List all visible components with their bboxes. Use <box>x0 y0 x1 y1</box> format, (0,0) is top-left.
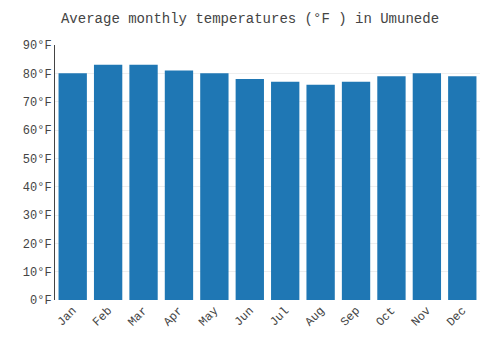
svg-text:May: May <box>196 304 221 329</box>
svg-text:90°F: 90°F <box>23 39 52 53</box>
svg-text:Jun: Jun <box>232 304 257 329</box>
svg-text:Sep: Sep <box>338 304 363 329</box>
svg-text:Nov: Nov <box>409 304 434 329</box>
svg-text:Dec: Dec <box>444 304 469 329</box>
svg-text:Feb: Feb <box>90 304 115 329</box>
svg-text:Aug: Aug <box>303 304 328 329</box>
svg-text:40°F: 40°F <box>23 181 52 195</box>
svg-text:70°F: 70°F <box>23 96 52 110</box>
svg-text:50°F: 50°F <box>23 153 52 167</box>
svg-text:Jul: Jul <box>267 304 292 329</box>
svg-text:Apr: Apr <box>161 304 186 329</box>
svg-text:0°F: 0°F <box>30 294 52 308</box>
svg-text:80°F: 80°F <box>23 68 52 82</box>
svg-text:60°F: 60°F <box>23 124 52 138</box>
svg-text:Jan: Jan <box>55 304 80 329</box>
svg-text:Mar: Mar <box>125 304 150 329</box>
svg-text:10°F: 10°F <box>23 266 52 280</box>
svg-text:Average monthly temperatures (: Average monthly temperatures (°F ) in Um… <box>61 11 439 27</box>
svg-text:20°F: 20°F <box>23 238 52 252</box>
svg-text:30°F: 30°F <box>23 209 52 223</box>
svg-text:Oct: Oct <box>373 304 398 329</box>
